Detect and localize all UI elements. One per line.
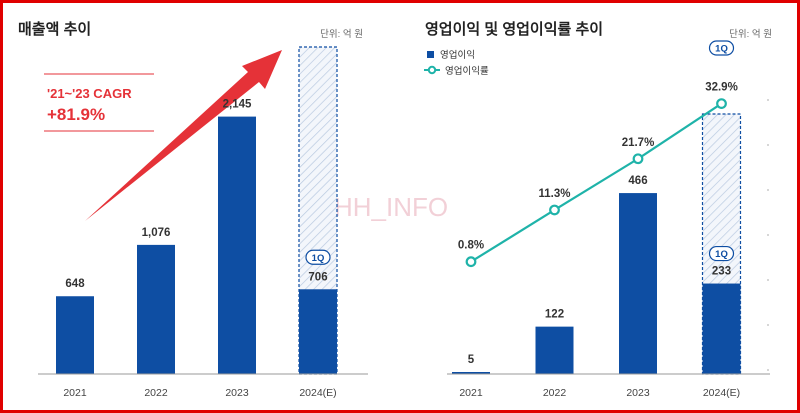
watermark: HH_INFO [334, 192, 448, 222]
op-bar-1q-badge-text: 1Q [715, 249, 728, 260]
cagr-value: +81.9% [47, 105, 105, 124]
op-bar-2024(E) [702, 283, 741, 374]
legend-bar-label: 영업이익 [440, 49, 475, 61]
op-unit-label: 단위: 억 원 [729, 28, 772, 40]
op-category-label: 2021 [459, 387, 483, 399]
axis-tick-dot [767, 144, 769, 146]
legend-bar-swatch [427, 51, 434, 58]
revenue-chart-title: 매출액 추이 [18, 20, 91, 38]
op-value-label: 5 [468, 354, 475, 366]
growth-arrow [85, 50, 282, 221]
revenue-1q-badge: 1Q [305, 249, 331, 265]
op-margin-point [549, 204, 560, 216]
op-margin-label: 21.7% [622, 137, 655, 149]
op-value-label: 466 [628, 175, 647, 187]
op-margin-point [465, 256, 477, 268]
revenue-bar-2024(E) [299, 289, 337, 374]
op-bar-2021 [452, 372, 490, 374]
revenue-chart: 매출액 추이 단위: 억 원 '21~'23 CAGR +81.9% 648 20… [18, 20, 368, 399]
axis-tick-dot [767, 369, 769, 371]
revenue-category-label: 2022 [144, 387, 168, 399]
revenue-1q-badge-text: 1Q [312, 253, 325, 264]
op-margin-point [632, 153, 644, 165]
revenue-1q-badge-pill [305, 249, 331, 265]
op-margin-1q-badge-text: 1Q [715, 44, 728, 55]
op-category-label: 2023 [626, 387, 650, 399]
op-margin-point [716, 98, 727, 109]
cagr-label: '21~'23 CAGR [47, 86, 132, 101]
operating-profit-chart: 영업이익 및 영업이익률 추이 단위: 억 원 영업이익 영업이익률 5 2021… [424, 20, 772, 399]
op-margin-1q-badge: 1Q [708, 40, 735, 56]
legend-line-label: 영업이익률 [445, 65, 489, 77]
op-category-label: 2024(E) [703, 387, 740, 399]
legend-line-marker [427, 65, 437, 75]
revenue-value-label: 706 [308, 271, 327, 283]
op-bar-2022 [535, 326, 574, 374]
revenue-bar-2021 [56, 296, 94, 374]
axis-tick-dot [767, 189, 769, 191]
op-margin-line [470, 102, 723, 263]
axis-tick-dot [767, 279, 769, 281]
op-chart-title: 영업이익 및 영업이익률 추이 [425, 20, 603, 38]
revenue-bar-2022 [137, 244, 175, 374]
revenue-bar-2023 [218, 116, 256, 374]
revenue-value-label: 2,145 [223, 99, 252, 111]
op-value-label: 122 [545, 309, 564, 321]
op-margin-label: 0.8% [458, 240, 484, 252]
revenue-unit-label: 단위: 억 원 [320, 28, 363, 40]
revenue-category-label: 2021 [63, 387, 87, 399]
op-bar-2023 [619, 193, 657, 374]
axis-tick-dot [767, 99, 769, 101]
axis-tick-dot [767, 324, 769, 326]
op-bar-1q-badge-pill [708, 245, 735, 262]
op-value-label: 233 [712, 266, 731, 278]
revenue-value-label: 648 [65, 278, 85, 290]
op-margin-label: 32.9% [705, 82, 738, 94]
revenue-category-label: 2024(E) [299, 387, 336, 399]
op-bar-1q-badge: 1Q [708, 245, 735, 262]
op-margin-label: 11.3% [539, 188, 571, 200]
revenue-value-label: 1,076 [142, 227, 171, 239]
axis-tick-dot [767, 234, 769, 236]
op-category-label: 2022 [543, 387, 567, 399]
revenue-category-label: 2023 [225, 387, 249, 399]
op-margin-1q-badge-pill [708, 40, 735, 56]
